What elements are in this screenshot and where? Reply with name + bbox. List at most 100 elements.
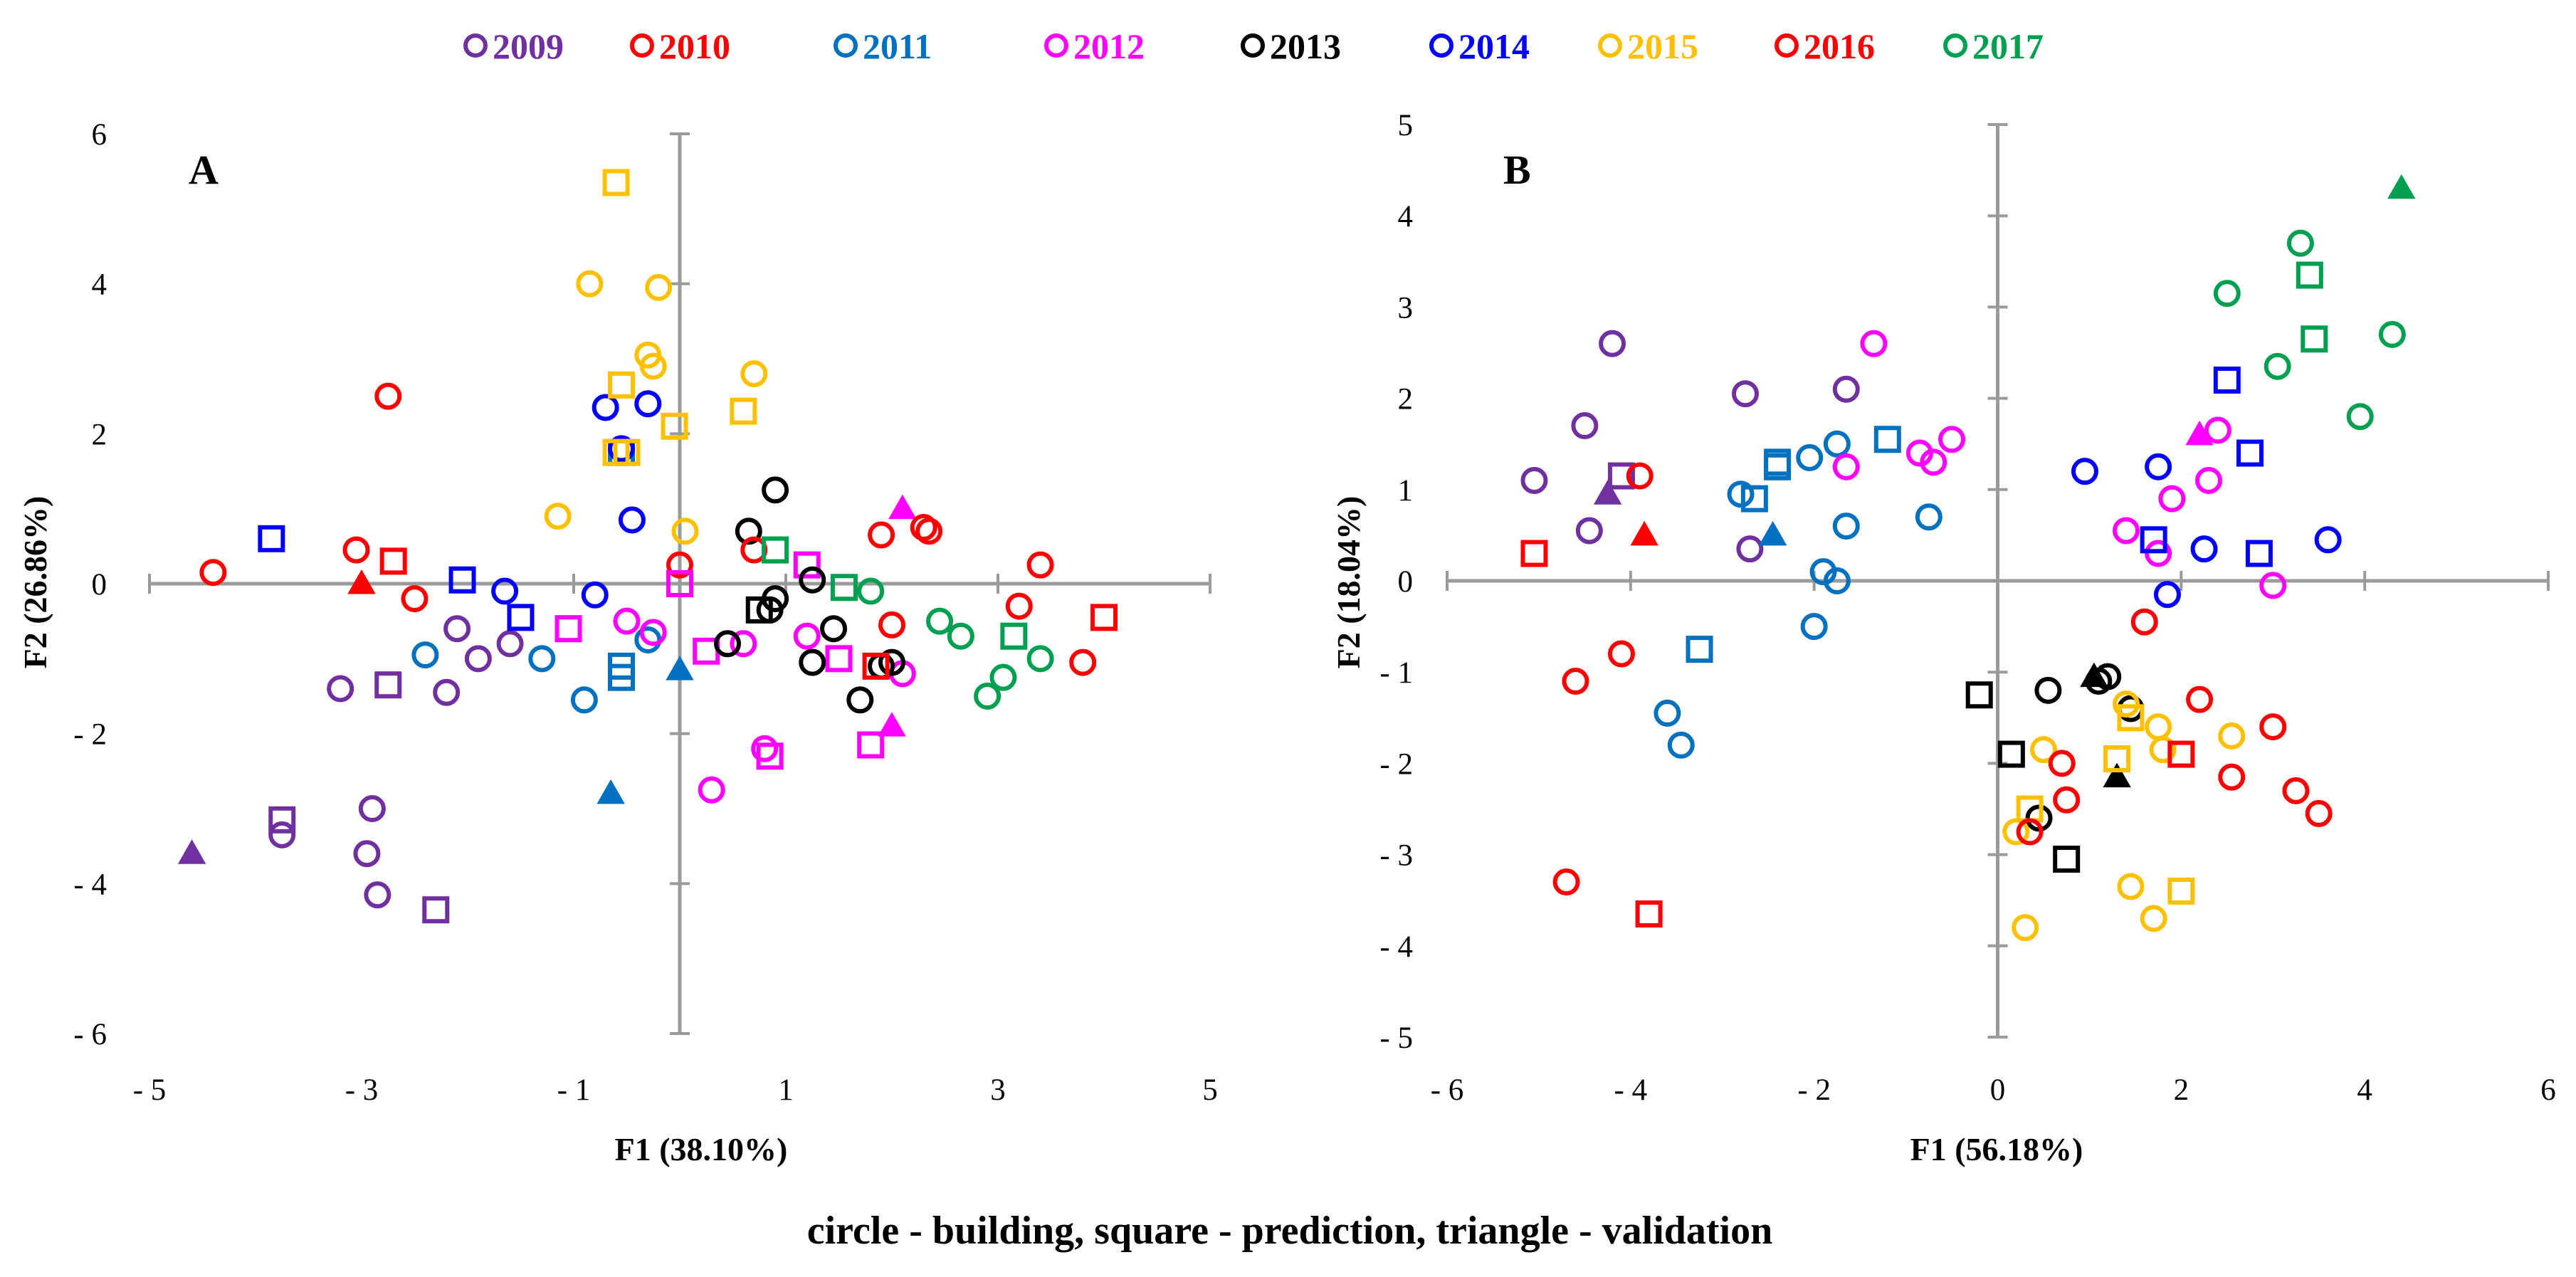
panel-b-x-tick-label: - 6 xyxy=(1431,1073,1464,1107)
panel-a-point-2009-circle xyxy=(353,840,381,868)
legend-label-2017: 2017 xyxy=(1972,26,2044,66)
legend-item-2014: 2014 xyxy=(1429,26,1530,66)
panel-a-point-2015-circle xyxy=(544,503,572,530)
panel-a-point-2014-circle xyxy=(491,577,519,605)
panel-a-y-tick-label: 0 xyxy=(92,568,107,601)
panel-a-point-2017-circle xyxy=(989,663,1017,691)
panel-b-point-2011-circle xyxy=(1915,503,1942,531)
panel-a-point-2014-circle xyxy=(608,435,636,463)
panel-a-x-tick-label: 3 xyxy=(990,1073,1006,1107)
panel-b-point-2012-circle xyxy=(1920,448,1947,476)
legend-item-2012: 2012 xyxy=(1044,26,1145,66)
legend-item-2017: 2017 xyxy=(1943,26,2044,66)
panel-a-point-2012-circle xyxy=(698,776,725,804)
panel-a-point-2017-circle xyxy=(974,683,1002,710)
panel-b-point-2014-circle xyxy=(2190,535,2218,563)
panel-a-point-2014-circle xyxy=(592,394,619,421)
legend-item-2010: 2010 xyxy=(630,26,730,66)
panel-b-y-tick-label: - 5 xyxy=(1379,1021,1413,1055)
panel-b-point-2015-circle xyxy=(2012,914,2039,942)
panel-b-x-tick-label: 4 xyxy=(2357,1073,2372,1107)
panel-b-x-tick-label: - 2 xyxy=(1797,1073,1831,1107)
panel-a-point-2016-circle xyxy=(868,521,895,549)
legend-label-2009: 2009 xyxy=(493,26,564,66)
panel-b-point-2012-circle xyxy=(2204,416,2231,444)
panel-b-point-2012-circle xyxy=(2259,572,2287,599)
panel-b-point-2011-circle xyxy=(1654,699,1681,727)
panel-b-point-2017-square xyxy=(2296,261,2323,289)
panel-a-x-tick-label: - 3 xyxy=(345,1073,379,1107)
panel-a-x-tick-label: 1 xyxy=(778,1073,794,1107)
panel-b-y-tick-label: - 1 xyxy=(1379,656,1413,690)
panel-b-y-tick-label: 2 xyxy=(1398,383,1414,416)
panel-a-point-2010-triangle xyxy=(347,569,376,594)
panel-a-point-2015-circle xyxy=(740,360,768,388)
panel-b-x-tick-label: 6 xyxy=(2540,1073,2556,1107)
panel-b-point-2009-circle xyxy=(1575,517,1603,545)
panel-b-point-2012-circle xyxy=(1860,330,1888,357)
panel-b-point-2017-triangle xyxy=(2387,174,2416,199)
panel-b-point-2014-circle xyxy=(2145,453,2172,480)
panel-a-point-2009-circle xyxy=(433,678,461,706)
panel-b-x-axis-title: F1 (56.18%) xyxy=(1910,1131,2083,1167)
panel-a-point-2012-square xyxy=(666,570,693,597)
panel-b-label: B xyxy=(1503,147,1531,193)
legend-item-2013: 2013 xyxy=(1241,26,1341,66)
panel-a-point-2010-circle xyxy=(342,536,370,564)
panel-b-point-2014-square xyxy=(2245,540,2273,567)
panel-b: - 6 - 4 - 2 0 2 4 6 - 5 - 4 - 3 - 2 - 1 0 1 2 3 4 5 B F1 … xyxy=(1330,109,2556,1167)
panel-b-point-2011-circle xyxy=(1667,731,1695,759)
panel-a-point-2013-circle xyxy=(762,476,789,504)
panel-a-point-2009-circle xyxy=(464,645,492,673)
panel-a-point-2016-circle xyxy=(878,611,905,638)
panel-a-point-2015-circle xyxy=(576,270,604,298)
legend-item-2016: 2016 xyxy=(1775,26,1875,66)
panel-b-point-2017-circle xyxy=(2213,280,2241,308)
panel-a-point-2015-square xyxy=(608,371,636,399)
panel-b-point-2014-circle xyxy=(2153,581,2181,609)
panel-a-point-2012-triangle xyxy=(888,494,917,520)
panel-b-point-2015-square xyxy=(2167,877,2195,905)
panel-b-point-2012-circle xyxy=(2195,466,2223,494)
panel-b-point-2013-triangle xyxy=(2103,762,2131,788)
panel-a-point-2016-square xyxy=(1090,604,1118,631)
panel-b-point-2016-circle xyxy=(2048,750,2076,777)
panel-b-y-tick-label: 3 xyxy=(1398,291,1414,325)
figure-caption: circle - building, square - prediction, … xyxy=(807,1209,1773,1253)
panel-a-point-2017-circle xyxy=(947,622,974,650)
panel-a-point-2013-circle xyxy=(846,686,874,714)
panel-b-point-2012-circle xyxy=(1938,426,1966,453)
panel-a-point-2009-circle xyxy=(327,675,354,703)
panel-b-point-2013-square xyxy=(1965,681,1993,709)
panel-a-point-2009-circle xyxy=(443,615,471,643)
panel-a-x-axis-title: F1 (38.10%) xyxy=(615,1131,788,1167)
panel-a-point-2016-circle xyxy=(1005,592,1033,620)
panel-b-point-2014-square xyxy=(2213,366,2241,394)
panel-b-y-tick-label: 4 xyxy=(1398,200,1414,233)
panel-a-point-2017-circle xyxy=(857,577,885,605)
panel-a-x-tick-label: - 5 xyxy=(133,1073,167,1107)
panel-a-point-2013-circle xyxy=(799,648,826,676)
panel-b-point-2009-circle xyxy=(1736,535,1764,563)
panel-a-point-2011-triangle xyxy=(666,656,694,680)
panel-b-point-2014-square xyxy=(2140,526,2167,554)
panel-a-x-tick-label: - 1 xyxy=(557,1073,591,1107)
panel-a-point-2017-square xyxy=(830,574,858,601)
panel-b-point-2016-circle xyxy=(2218,763,2246,791)
panel-b-point-2009-circle xyxy=(1520,466,1548,494)
panel-b-point-2016-square xyxy=(2167,740,2195,768)
panel-b-tick-labels: - 6 - 4 - 2 0 2 4 6 - 5 - 4 - 3 - 2 - 1 0 1 2 3 4 5 xyxy=(1379,109,2555,1107)
panel-b-point-2009-circle xyxy=(1832,375,1860,403)
panel-a-tick-labels: - 5 - 3 - 1 1 3 5 - 6 - 4 - 2 0 2 4 6 xyxy=(73,118,1217,1107)
panel-a-point-2016-circle xyxy=(915,517,943,545)
panel-a-point-2013-circle xyxy=(735,517,762,545)
panel-b-point-2015-circle xyxy=(2029,736,2057,764)
panel-b-point-2009-circle xyxy=(1599,330,1626,357)
panel-a-point-2015-circle xyxy=(671,517,699,545)
panel-a-points xyxy=(177,169,1118,924)
panel-b-axes xyxy=(1446,123,2550,1039)
legend: 2009 2010 2011 2012 2013 2014 2015 2016 2017 xyxy=(463,26,2044,66)
legend-marker-2012 xyxy=(1044,33,1068,58)
panel-b-point-2010-square xyxy=(1520,540,1548,567)
panel-b-point-2014-circle xyxy=(2071,458,2098,485)
